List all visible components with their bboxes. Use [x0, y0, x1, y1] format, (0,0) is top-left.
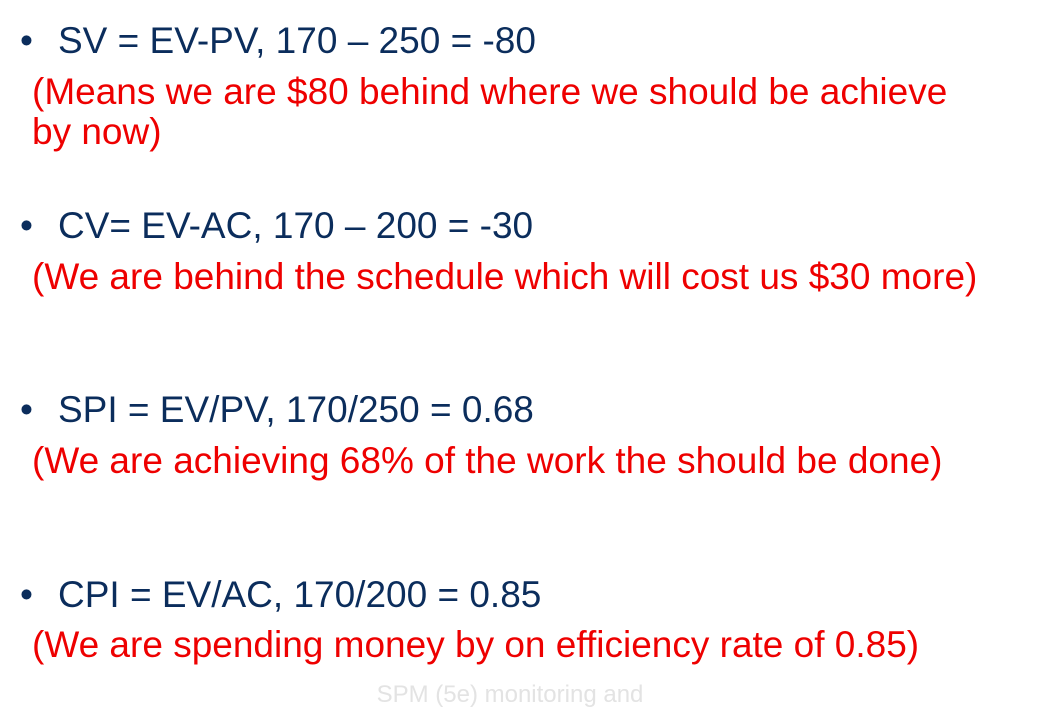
- spi-explanation: (We are achieving 68% of the work the sh…: [32, 440, 943, 481]
- sv-formula: • SV = EV-PV, 170 – 250 = -80: [20, 20, 536, 62]
- cv-formula-text: CV= EV-AC, 170 – 200 = -30: [58, 205, 534, 246]
- cpi-formula: • CPI = EV/AC, 170/200 = 0.85: [20, 574, 541, 616]
- bullet-icon: •: [20, 574, 33, 615]
- bullet-icon: •: [20, 205, 33, 246]
- cv-formula: • CV= EV-AC, 170 – 200 = -30: [20, 205, 533, 247]
- sv-explanation: (Means we are $80 behind where we should…: [32, 71, 948, 152]
- bullet-icon: •: [20, 20, 33, 61]
- sv-formula-text: SV = EV-PV, 170 – 250 = -80: [58, 20, 536, 61]
- slide-footer: SPM (5e) monitoring and: [376, 681, 644, 708]
- cv-explanation: (We are behind the schedule which will c…: [32, 256, 978, 297]
- spi-formula: • SPI = EV/PV, 170/250 = 0.68: [20, 389, 534, 431]
- spi-formula-text: SPI = EV/PV, 170/250 = 0.68: [58, 389, 534, 430]
- cpi-formula-text: CPI = EV/AC, 170/200 = 0.85: [58, 574, 542, 615]
- cpi-explanation: (We are spending money by on efficiency …: [32, 624, 920, 665]
- bullet-icon: •: [20, 389, 33, 430]
